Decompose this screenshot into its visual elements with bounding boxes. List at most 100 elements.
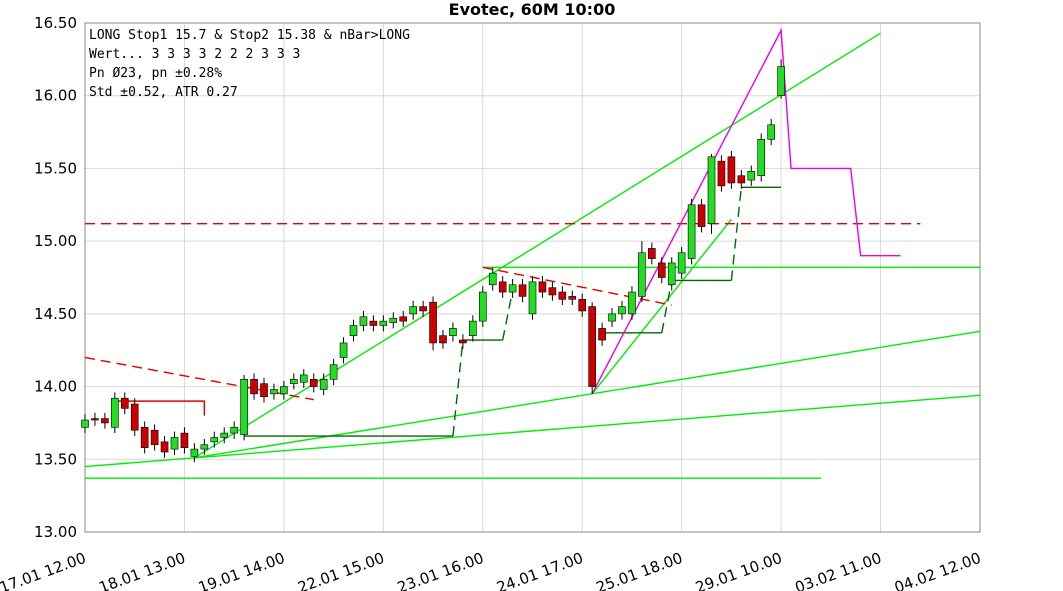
candle-body: [359, 316, 368, 326]
candle-body: [568, 296, 577, 300]
candle-body: [220, 432, 229, 438]
overlay-line: [501, 290, 514, 341]
info-line: LONG Stop1 15.7 & Stop2 15.38 & nBar>LON…: [89, 28, 410, 43]
candle-body: [598, 328, 606, 341]
candle-body: [518, 284, 527, 297]
candle-body: [618, 306, 626, 315]
overlay-line: [661, 280, 673, 333]
candle-body: [120, 397, 129, 409]
y-tick-label: 14.00: [34, 378, 77, 396]
candle-body: [628, 291, 636, 315]
candle-body: [240, 378, 248, 435]
candle-body: [727, 156, 736, 184]
candle-body: [429, 301, 437, 344]
candle-body: [369, 320, 378, 326]
candle-body: [608, 313, 616, 322]
candle-body: [399, 316, 408, 322]
y-tick-label: 15.50: [34, 159, 77, 177]
candle-body: [478, 291, 487, 322]
candle-body: [459, 339, 467, 344]
y-tick-label: 16.50: [34, 14, 77, 32]
candle-body: [180, 432, 189, 448]
candle-body: [329, 364, 338, 380]
candle-body: [538, 281, 547, 293]
candle-body: [469, 320, 477, 336]
candle-body: [319, 378, 328, 390]
info-line: Wert... 3 3 3 3 2 2 2 3 3 3: [89, 47, 300, 62]
info-line: Std ±0.52, ATR 0.27: [89, 85, 238, 100]
candle-body: [130, 403, 139, 431]
candle-body: [200, 444, 209, 450]
x-tick-label: 24.01 17.00: [494, 549, 585, 591]
y-tick-label: 16.00: [34, 87, 77, 105]
candle-body: [290, 378, 298, 384]
candle-body: [349, 325, 358, 336]
candle-body: [687, 204, 696, 259]
candle-body: [588, 306, 596, 387]
overlay-line: [194, 330, 981, 459]
overlay-line: [591, 27, 901, 395]
overlay-line: [114, 400, 206, 416]
candle-body: [101, 418, 109, 424]
candle-body: [309, 378, 318, 387]
candle-body: [190, 448, 199, 457]
y-tick-label: 15.00: [34, 232, 77, 250]
overlay-line: [84, 356, 314, 401]
candle-body: [280, 386, 288, 395]
candle-body: [697, 204, 706, 227]
candle-body: [717, 160, 726, 187]
candle-body: [419, 306, 427, 312]
candle-body: [578, 299, 587, 312]
candle-body: [140, 426, 149, 448]
candle-body: [409, 306, 417, 315]
candle-body: [707, 156, 716, 224]
x-tick-label: 18.01 13.00: [96, 549, 187, 591]
overlay-line: [194, 32, 881, 459]
plot-frame: [84, 22, 981, 533]
overlay-line: [452, 339, 464, 437]
x-tick-label: 04.02 12.00: [892, 549, 983, 591]
candle-body: [210, 437, 219, 443]
candle-body: [777, 66, 785, 97]
candle-body: [250, 378, 258, 395]
candle-body: [111, 397, 119, 428]
candle-body: [260, 383, 268, 398]
candle-body: [439, 335, 447, 344]
x-tick-label: 03.02 11.00: [793, 549, 884, 591]
candle-body: [498, 281, 507, 293]
candle-body: [558, 291, 567, 300]
candle-body: [528, 281, 537, 315]
candle-body: [677, 252, 686, 274]
candle-body: [508, 284, 517, 293]
candle-body: [150, 429, 159, 446]
y-tick-label: 13.50: [34, 450, 77, 468]
chart-title: Evotec, 60M 10:00: [449, 0, 616, 19]
candle-body: [170, 437, 179, 450]
candle-body: [449, 328, 457, 336]
x-tick-label: 22.01 15.00: [295, 549, 386, 591]
candle-body: [657, 262, 666, 278]
x-tick-label: 29.01 10.00: [693, 549, 784, 591]
candle-body: [757, 139, 766, 176]
x-tick-label: 23.01 16.00: [395, 549, 486, 591]
x-tick-label: 17.01 12.00: [0, 549, 88, 591]
y-tick-label: 13.00: [34, 523, 77, 541]
candle-body: [488, 272, 497, 286]
overlay-line: [482, 266, 672, 306]
x-tick-label: 19.01 14.00: [196, 549, 287, 591]
candle-body: [737, 175, 746, 184]
candle-body: [638, 252, 646, 297]
candle-body: [648, 248, 656, 259]
info-line: Pn Ø23, pn ±0.28%: [89, 66, 222, 81]
candle-body: [270, 389, 278, 395]
candle-body: [767, 124, 775, 140]
candle-body: [230, 426, 238, 434]
candle-body: [339, 342, 348, 358]
y-tick-label: 14.50: [34, 305, 77, 323]
overlay-line: [84, 394, 981, 468]
x-tick-label: 25.01 18.00: [594, 549, 685, 591]
overlay-line: [591, 218, 732, 395]
candle-body: [299, 374, 308, 383]
candle-body: [667, 262, 676, 286]
